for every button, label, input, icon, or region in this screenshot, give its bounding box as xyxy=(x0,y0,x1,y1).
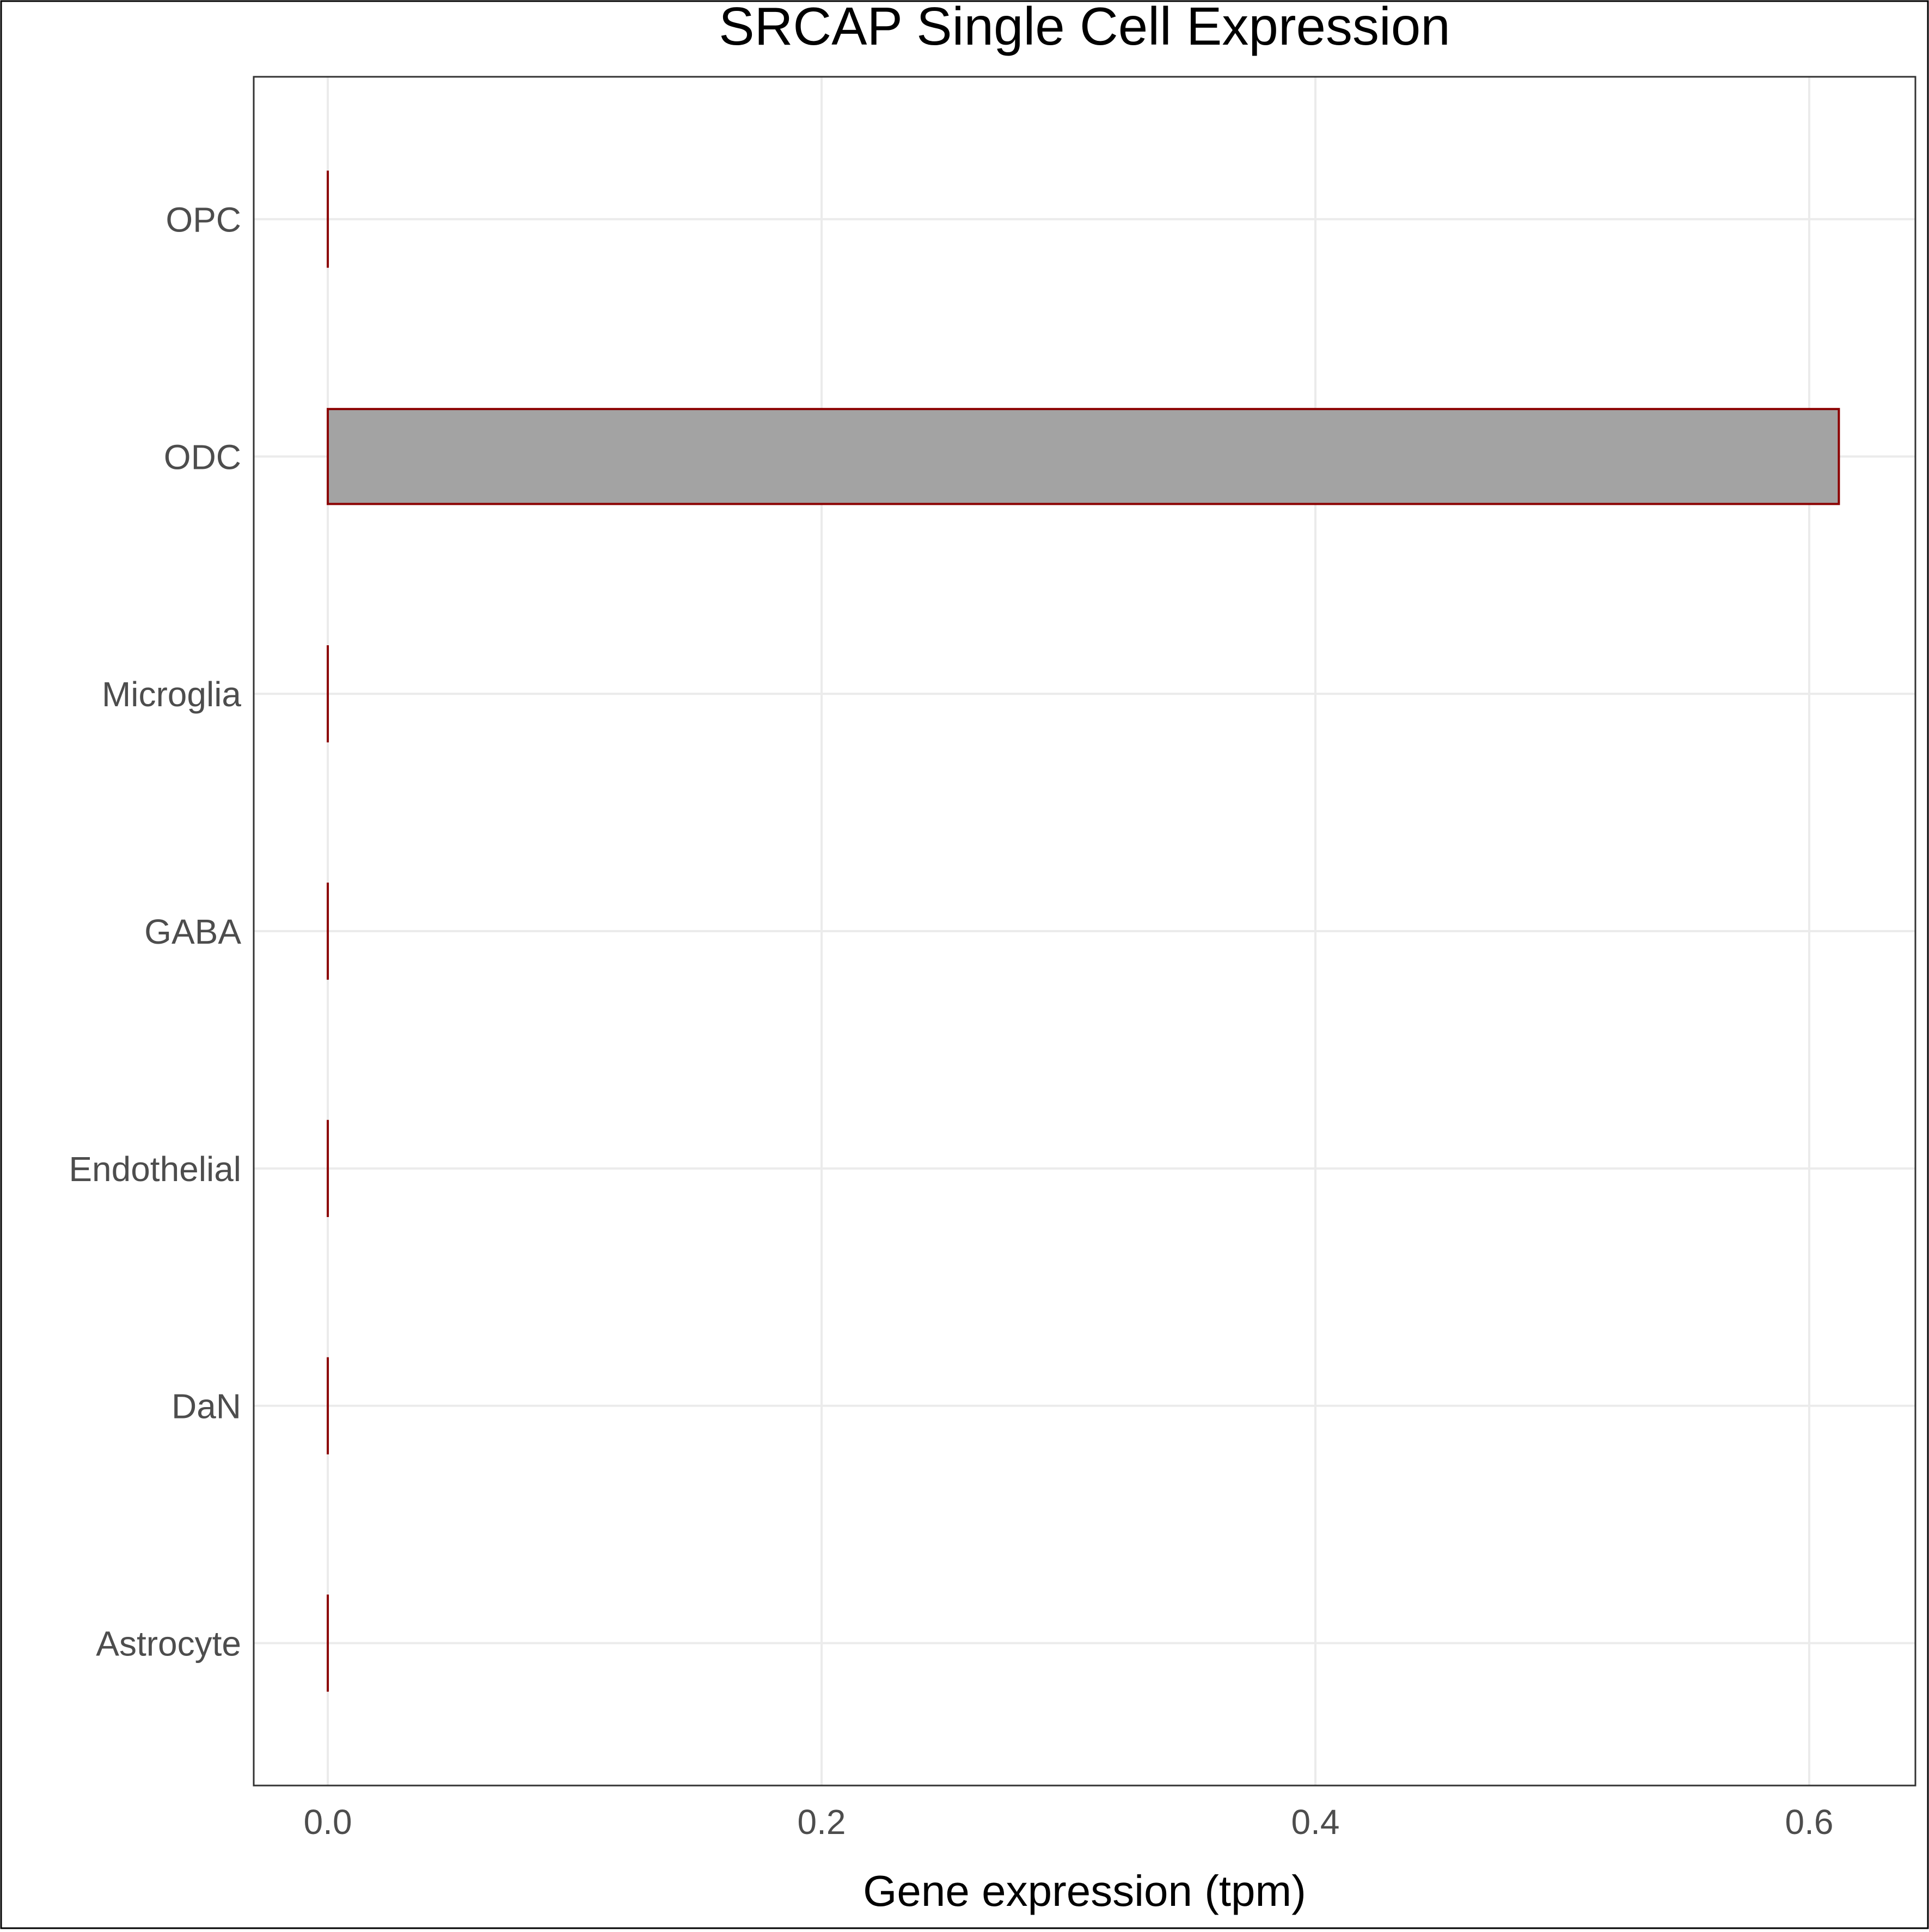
y-tick-label: OPC xyxy=(166,200,241,240)
y-tick-label: Astrocyte xyxy=(96,1624,241,1664)
x-tick-label: 0.6 xyxy=(1785,1802,1834,1842)
y-tick-label: Endothelial xyxy=(69,1150,241,1189)
chart-title: SRCAP Single Cell Expression xyxy=(719,0,1450,56)
y-tick-label: ODC xyxy=(164,437,241,476)
y-tick-label: DaN xyxy=(172,1387,241,1426)
x-tick-label: 0.0 xyxy=(304,1802,352,1842)
x-tick-label: 0.4 xyxy=(1291,1802,1340,1842)
x-tick-label: 0.2 xyxy=(798,1802,846,1842)
x-axis-label: Gene expression (tpm) xyxy=(863,1867,1306,1915)
y-tick-label: Microglia xyxy=(102,675,241,714)
y-tick-label: GABA xyxy=(144,912,241,951)
bar-odc xyxy=(328,409,1839,504)
